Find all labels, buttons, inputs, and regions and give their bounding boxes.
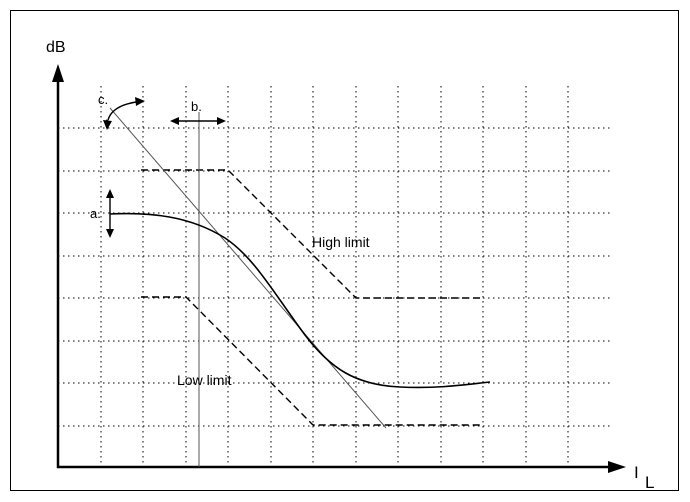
diagram-frame xyxy=(10,10,679,491)
grid xyxy=(58,86,612,467)
response-curve xyxy=(109,212,491,389)
adjust-crossover-arrow xyxy=(170,117,226,125)
low-limit-label: Low limit xyxy=(177,372,232,388)
x-axis-label-subscript: L xyxy=(645,473,654,492)
adjust-level-arrow xyxy=(106,189,114,238)
annotation-b: b. xyxy=(191,99,202,114)
y-axis-label: dB xyxy=(46,39,66,56)
y-axis-arrowhead xyxy=(52,64,64,82)
high-limit-line xyxy=(141,169,483,299)
adjust-slope-arrow xyxy=(103,97,145,130)
annotation-c: c. xyxy=(98,92,108,107)
x-axis-arrowhead xyxy=(608,461,626,473)
high-limit-label: High limit xyxy=(312,234,370,250)
annotation-a: a. xyxy=(90,206,101,221)
low-limit-line xyxy=(141,296,483,426)
slope-reference-line xyxy=(109,107,387,429)
x-axis-label: I xyxy=(634,463,639,482)
